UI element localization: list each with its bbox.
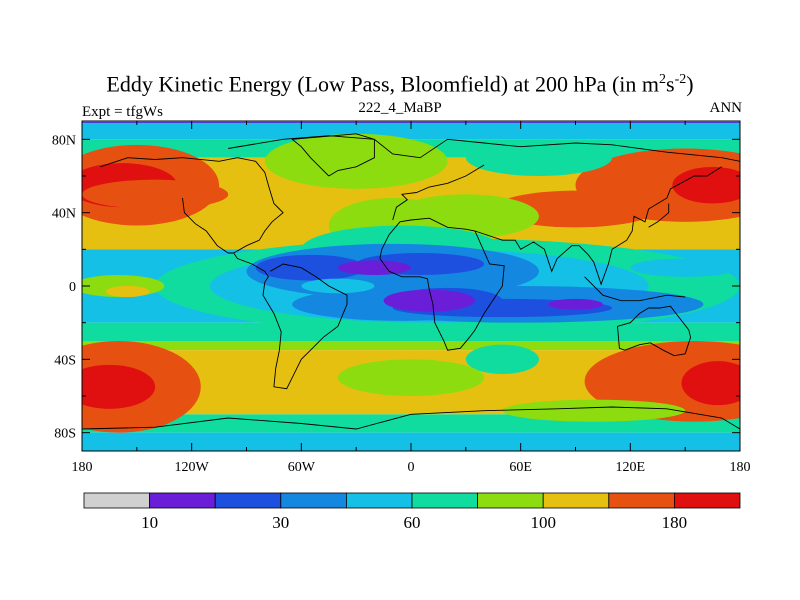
colorbar-swatch-5 xyxy=(411,492,478,509)
y-axis: 80N 40N 0 40S 80S xyxy=(52,133,740,442)
colorbar-swatch-3 xyxy=(280,492,347,509)
contour-region-8 xyxy=(681,361,740,406)
x-tick-label: 180 xyxy=(730,460,751,475)
y-tick-label: 80N xyxy=(52,133,76,148)
colorbar-label: 30 xyxy=(272,513,289,532)
contour-region-3 xyxy=(672,166,740,204)
contour-region-10 xyxy=(264,133,448,189)
colorbar-label: 100 xyxy=(530,513,556,532)
coastline-path xyxy=(82,133,740,430)
contour-region-31 xyxy=(465,344,539,375)
contour-region-26 xyxy=(548,298,603,310)
colorbar: 10 30 60 100 180 xyxy=(83,492,741,532)
x-axis: 180 120W 60W 0 60E 120E 180 xyxy=(72,121,751,475)
experiment-label: Expt = tfgWs xyxy=(82,104,163,120)
y-tick-label: 80S xyxy=(54,427,76,442)
colorbar-swatch-0 xyxy=(83,492,150,509)
coastline xyxy=(82,133,740,430)
x-tick-label: 180 xyxy=(72,460,93,475)
x-tick-label: 0 xyxy=(408,460,415,475)
colorbar-swatch-4 xyxy=(345,492,413,509)
colorbar-swatch-6 xyxy=(477,492,544,509)
colorbar-swatch-8 xyxy=(608,492,675,509)
contour-region-30 xyxy=(630,258,740,277)
colorbar-swatch-7 xyxy=(542,492,610,509)
contour-region-33 xyxy=(337,359,485,396)
chart-subtitle: 222_4_MaBP xyxy=(358,100,442,116)
y-tick-label: 0 xyxy=(69,280,76,295)
contour-region-11 xyxy=(465,139,613,177)
contour-region-34 xyxy=(502,399,686,422)
contour-region-20 xyxy=(255,254,366,281)
x-tick-label: 60E xyxy=(509,460,532,475)
period-label: ANN xyxy=(709,100,743,116)
contour-band-5 xyxy=(82,341,740,351)
y-tick-label: 40S xyxy=(54,353,76,368)
contour-band-0 xyxy=(82,121,740,140)
x-tick-label: 120W xyxy=(175,460,210,475)
x-tick-label: 60W xyxy=(288,460,316,475)
colorbar-swatch-9 xyxy=(674,492,741,509)
contour-region-25 xyxy=(383,289,475,312)
chart-title: Eddy Kinetic Energy (Low Pass, Bloomfiel… xyxy=(106,71,694,97)
contour-band-8 xyxy=(82,432,740,451)
colorbar-label: 180 xyxy=(662,513,688,532)
contour-region-24 xyxy=(337,260,412,275)
contour-field xyxy=(82,121,740,451)
colorbar-swatch-1 xyxy=(149,492,216,509)
y-tick-label: 40N xyxy=(52,207,76,222)
contour-region-27 xyxy=(301,278,375,294)
contour-region-9 xyxy=(82,179,229,209)
colorbar-label: 60 xyxy=(404,513,421,532)
contour-region-29 xyxy=(105,286,150,297)
colorbar-label: 10 xyxy=(141,513,158,532)
x-tick-label: 120E xyxy=(616,460,646,475)
colorbar-swatch-2 xyxy=(214,492,282,509)
contour-region-6 xyxy=(82,364,156,409)
